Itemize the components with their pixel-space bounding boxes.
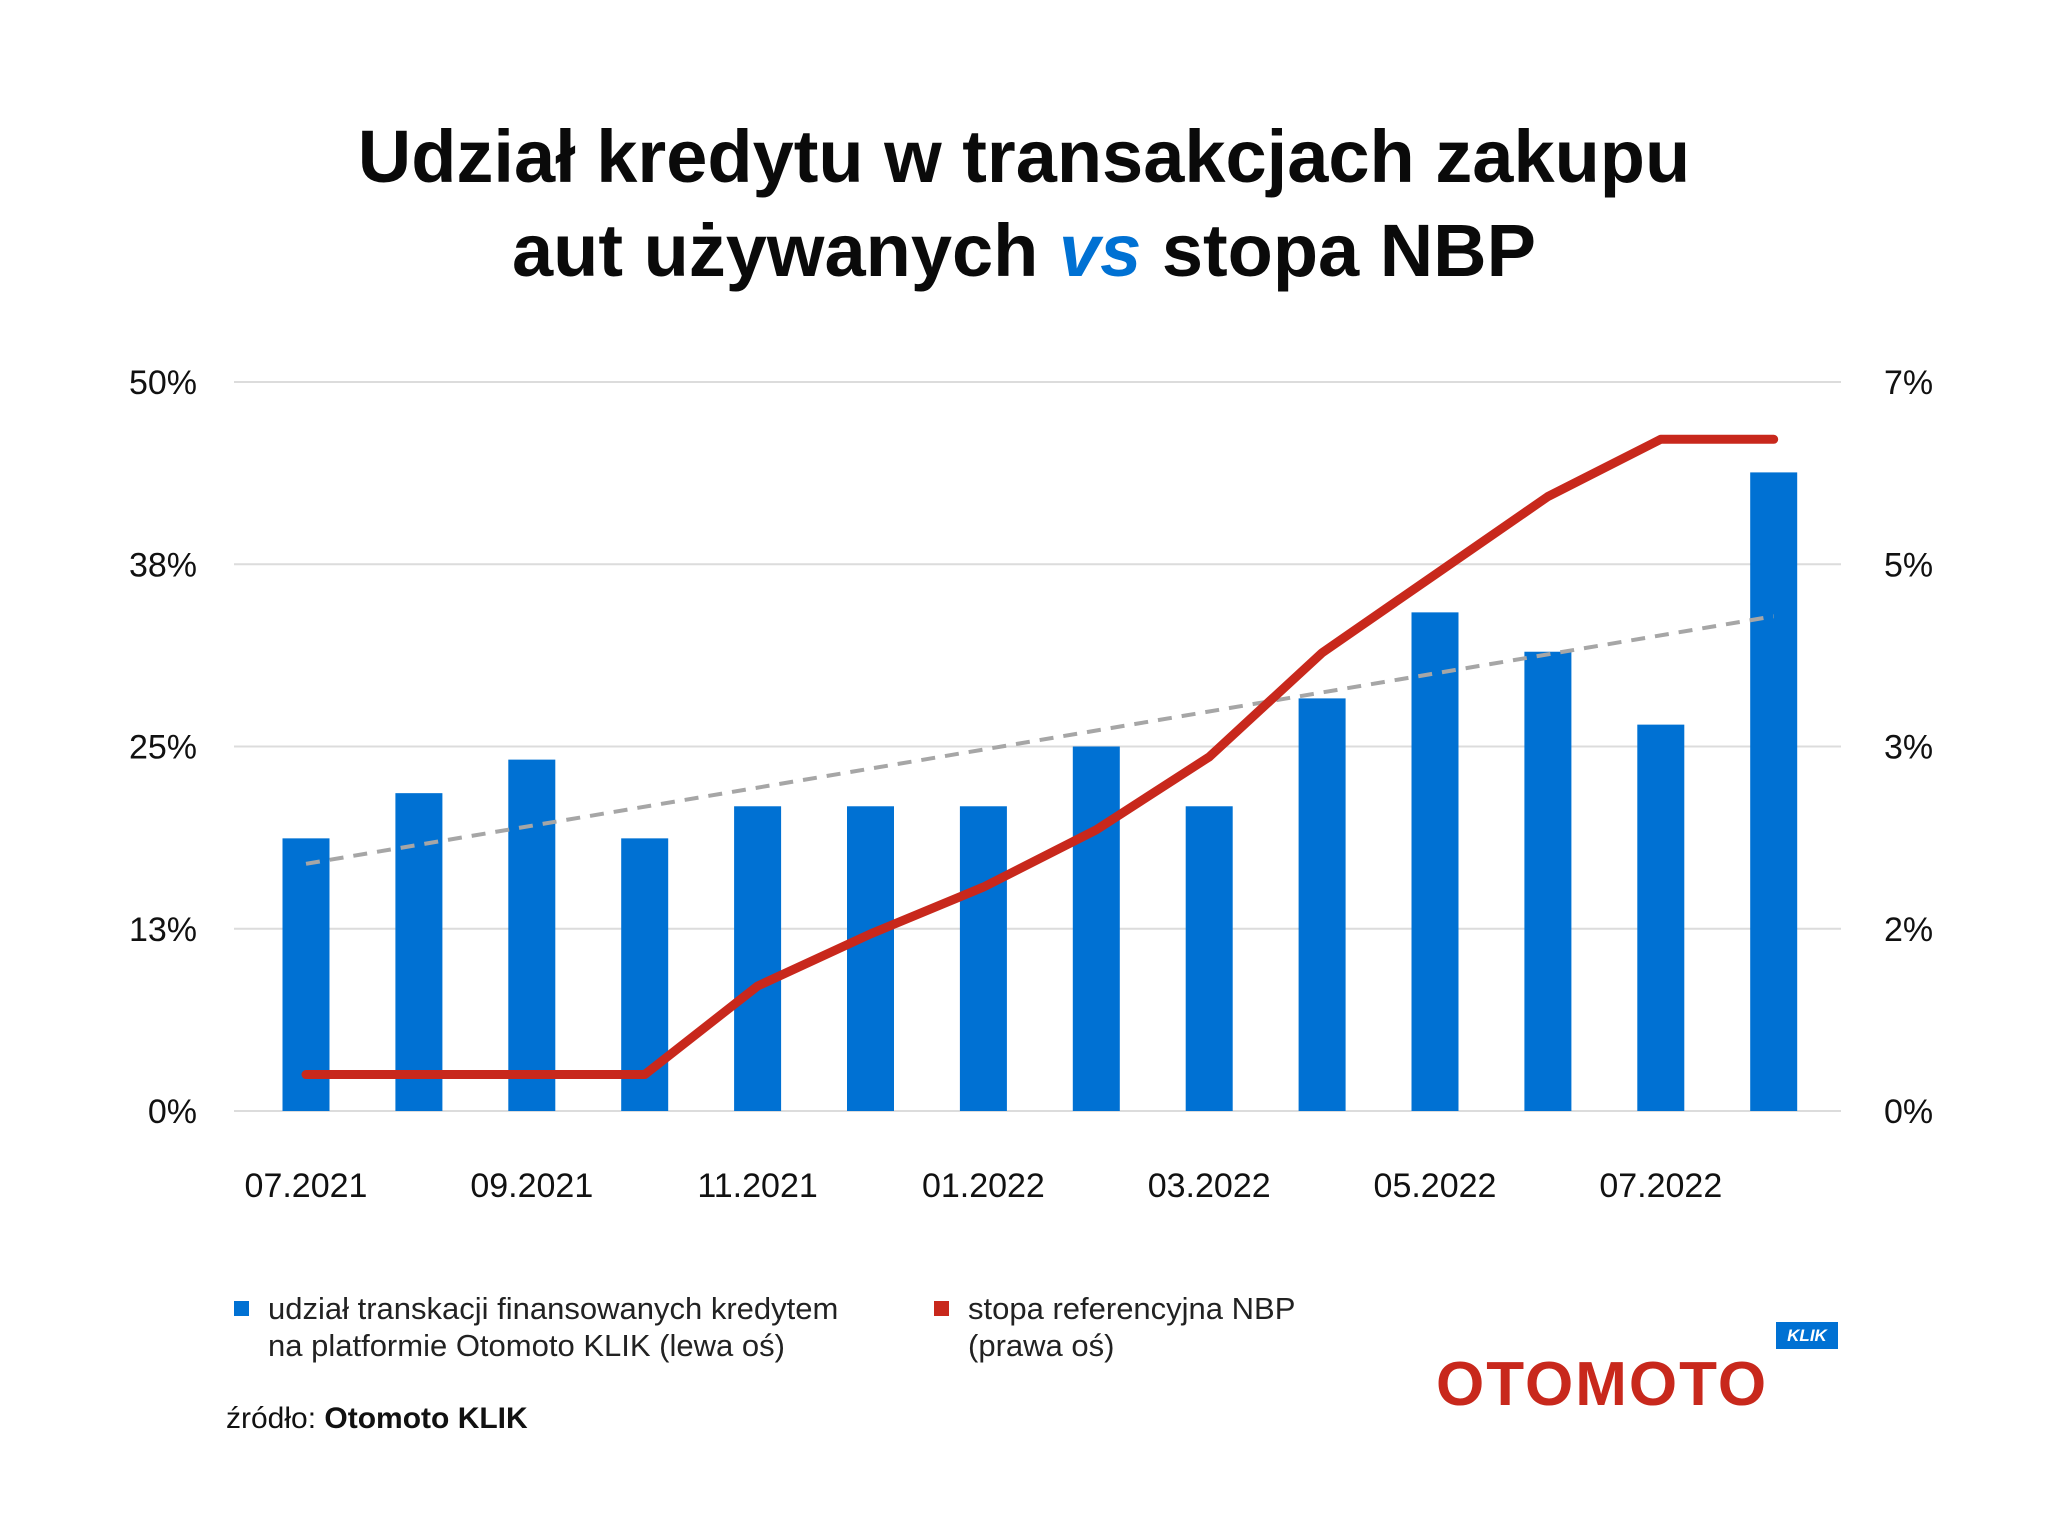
bar — [1185, 806, 1233, 1111]
legend-swatch-red — [934, 1301, 949, 1316]
source-label: źródło: — [226, 1402, 317, 1435]
y-right-tick-label: 5% — [1884, 546, 1933, 584]
y-left-tick-label: 13% — [129, 911, 197, 949]
bar — [508, 759, 556, 1111]
legend-label: udział transkacji finansowanych kredytem — [268, 1291, 839, 1326]
logo-text: OTOMOTO — [1436, 1350, 1769, 1419]
title-vs: vs — [1058, 209, 1142, 292]
bar — [1750, 472, 1798, 1111]
title-part: aut używanych — [512, 209, 1039, 292]
x-tick-label: 03.2022 — [1148, 1167, 1271, 1205]
bar — [1411, 612, 1459, 1111]
x-tick-label: 11.2021 — [697, 1167, 817, 1205]
y-left-tick-label: 0% — [148, 1093, 197, 1131]
bar — [734, 806, 782, 1111]
x-tick-label: 07.2022 — [1599, 1167, 1722, 1205]
otomoto-klik-logo: OTOMOTO KLIK — [1436, 1322, 1856, 1420]
source-value: Otomoto KLIK — [324, 1402, 528, 1435]
y-right-tick-label: 7% — [1884, 364, 1933, 402]
bar — [1072, 746, 1120, 1111]
y-left-tick-label: 38% — [129, 546, 197, 584]
bar — [847, 806, 894, 1111]
y-right-tick-label: 3% — [1884, 729, 1933, 767]
y-right-tick-label: 0% — [1884, 1093, 1933, 1131]
source-note: źródło: Otomoto KLIK — [226, 1402, 528, 1436]
bar — [959, 806, 1007, 1111]
bar — [1298, 698, 1346, 1111]
chart-title: Udział kredytu w transakcjach zakupu aut… — [0, 110, 2048, 298]
title-line-1: Udział kredytu w transakcjach zakupu — [357, 115, 1691, 198]
trendline — [305, 614, 1775, 866]
y-left-tick-label: 50% — [129, 364, 197, 402]
title-line-2: aut używanych vs stopa NBP — [0, 204, 2048, 298]
legend-item-bars: udział transkacji finansowanych kredytem… — [234, 1290, 839, 1364]
x-tick-label: 05.2022 — [1374, 1167, 1497, 1205]
nbp-rate-line — [301, 434, 1779, 1080]
legend-swatch-blue — [234, 1301, 249, 1316]
x-tick-label: 09.2021 — [470, 1167, 593, 1205]
x-tick-label: 01.2022 — [922, 1167, 1045, 1205]
legend-label: stopa referencyjna NBP — [968, 1291, 1296, 1326]
logo-badge: KLIK — [1776, 1322, 1838, 1349]
y-right-tick-label: 2% — [1884, 911, 1933, 949]
bar — [1524, 651, 1572, 1111]
legend-item-line: stopa referencyjna NBP (prawa oś) — [934, 1290, 1296, 1364]
x-tick-label: 07.2021 — [245, 1167, 368, 1205]
bar — [282, 838, 330, 1111]
title-part: stopa NBP — [1161, 209, 1536, 292]
legend-label: (prawa oś) — [968, 1328, 1115, 1363]
legend-label: na platformie Otomoto KLIK (lewa oś) — [268, 1328, 785, 1363]
y-left-tick-label: 25% — [129, 729, 197, 767]
bar — [1637, 724, 1685, 1111]
